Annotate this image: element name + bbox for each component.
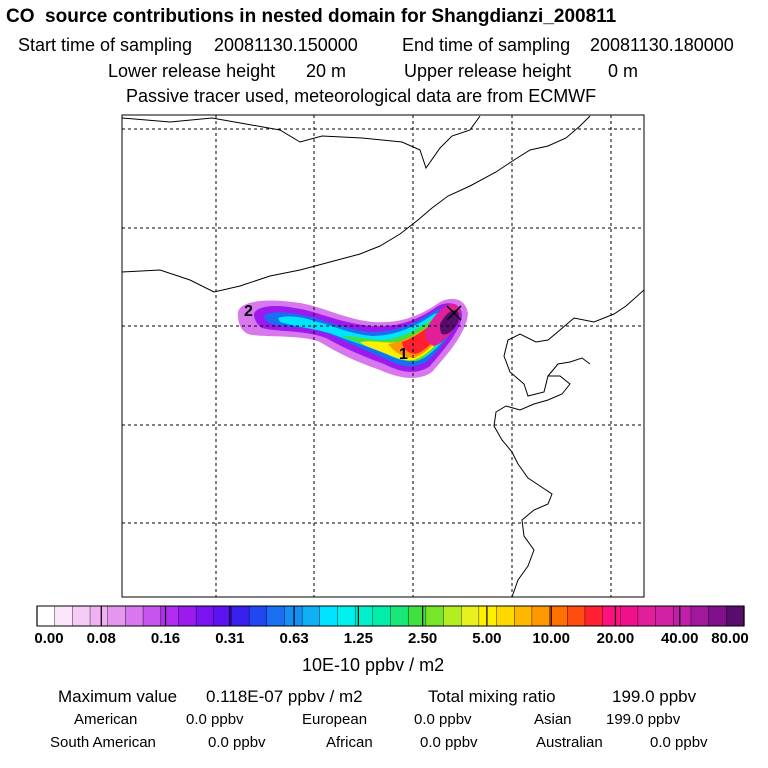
colorbar bbox=[36, 605, 745, 627]
colorbar-tick-label: 0.31 bbox=[215, 630, 245, 647]
colorbar-swatch bbox=[160, 605, 179, 627]
colorbar-swatch bbox=[372, 605, 392, 627]
max-value: 0.118E-07 ppbv / m2 bbox=[206, 687, 363, 706]
plume-core bbox=[440, 310, 459, 335]
map-boundaries bbox=[122, 115, 644, 597]
colorbar-tick-label: 10.00 bbox=[532, 630, 570, 647]
start-time-label: Start time of sampling bbox=[18, 35, 193, 55]
colorbar-swatch bbox=[72, 605, 91, 627]
colorbar-swatch bbox=[54, 605, 73, 627]
colorbar-tick-label: 0.63 bbox=[279, 630, 309, 647]
lower-height-value: 20 m bbox=[306, 61, 347, 81]
region-value-south-american: 0.0 ppbv bbox=[208, 734, 266, 751]
plume-field bbox=[237, 298, 468, 378]
colorbar-swatch bbox=[178, 605, 197, 627]
colorbar-swatch bbox=[284, 605, 303, 627]
colorbar-swatch bbox=[549, 605, 568, 627]
colorbar-swatch bbox=[478, 605, 498, 627]
colorbar-unit: 10E-10 ppbv / m2 bbox=[302, 655, 445, 675]
colorbar-swatch bbox=[407, 605, 427, 627]
colorbar-tick-label: 5.00 bbox=[472, 630, 502, 647]
colorbar-swatch bbox=[461, 605, 480, 627]
colorbar-swatch bbox=[584, 605, 604, 627]
border-mid bbox=[122, 115, 591, 293]
colorbar-swatch bbox=[125, 605, 144, 627]
receptor-site-marker bbox=[446, 305, 462, 321]
colorbar-swatch bbox=[213, 605, 233, 627]
coast-peninsula bbox=[547, 357, 591, 377]
colorbar-swatch bbox=[248, 605, 268, 627]
region-value-american: 0.0 ppbv bbox=[186, 711, 244, 728]
colorbar-swatch bbox=[390, 605, 409, 627]
colorbar-tick-label: 0.08 bbox=[86, 630, 116, 647]
colorbar-frame bbox=[36, 605, 745, 627]
chart-title: CO source contributions in nested domain… bbox=[6, 6, 617, 27]
colorbar-swatch bbox=[425, 605, 445, 627]
colorbar-swatch bbox=[602, 605, 621, 627]
colorbar-swatch bbox=[620, 605, 639, 627]
colorbar-swatch bbox=[567, 605, 586, 627]
colorbar-swatch bbox=[301, 605, 321, 627]
colorbar-tick-label: 1.25 bbox=[343, 630, 373, 647]
colorbar-swatch bbox=[107, 605, 126, 627]
region-value-asian: 199.0 ppbv bbox=[606, 711, 681, 728]
colorbar-swatch bbox=[142, 605, 162, 627]
colorbar-swatch bbox=[690, 605, 710, 627]
region-name-south-american: South American bbox=[50, 734, 156, 751]
colorbar-swatch bbox=[337, 605, 356, 627]
lower-height-label: Lower release height bbox=[108, 61, 276, 81]
colorbar-swatch bbox=[89, 605, 109, 627]
map-frame bbox=[121, 114, 645, 598]
max-value-label: Maximum value bbox=[58, 687, 178, 706]
end-time-label: End time of sampling bbox=[402, 35, 571, 55]
region-name-australian: Australian bbox=[536, 734, 603, 751]
map-grid bbox=[122, 115, 644, 597]
region-name-african: African bbox=[326, 734, 373, 751]
end-time-value: 20081130.180000 bbox=[590, 35, 734, 55]
colorbar-tick-label: 40.00 bbox=[660, 630, 699, 647]
region-value-australian: 0.0 ppbv bbox=[650, 734, 708, 751]
colorbar-swatch bbox=[496, 605, 515, 627]
region-value-african: 0.0 ppbv bbox=[420, 734, 478, 751]
colorbar-swatch bbox=[708, 605, 727, 627]
colorbar-tick-label: 20.00 bbox=[596, 630, 635, 647]
marker-label-1: 1 bbox=[399, 346, 408, 363]
colorbar-swatch bbox=[514, 605, 533, 627]
colorbar-swatch bbox=[531, 605, 551, 627]
upper-height-label: Upper release height bbox=[404, 61, 572, 81]
total-mixing-label: Total mixing ratio bbox=[428, 687, 556, 706]
colorbar-swatch bbox=[655, 605, 674, 627]
colorbar-swatch bbox=[726, 605, 745, 627]
colorbar-tick-label: 0.00 bbox=[34, 630, 64, 647]
start-time-value: 20081130.150000 bbox=[214, 35, 358, 55]
border-north bbox=[122, 115, 481, 170]
upper-height-value: 0 m bbox=[608, 61, 639, 81]
colorbar-swatch bbox=[231, 605, 250, 627]
colorbar-tick-label: 2.50 bbox=[408, 630, 438, 647]
colorbar-swatch bbox=[443, 605, 462, 627]
region-name-american: American bbox=[74, 711, 138, 728]
border-east bbox=[493, 289, 644, 597]
tracer-note: Passive tracer used, meteorological data… bbox=[126, 86, 597, 106]
region-value-european: 0.0 ppbv bbox=[414, 711, 472, 728]
colorbar-swatch bbox=[637, 605, 657, 627]
colorbar-swatch bbox=[673, 605, 692, 627]
colorbar-tick-label: 80.00 bbox=[711, 630, 749, 647]
marker-label-2: 2 bbox=[244, 303, 253, 320]
colorbar-swatch bbox=[266, 605, 286, 627]
colorbar-swatch bbox=[319, 605, 339, 627]
colorbar-swatch bbox=[36, 605, 56, 627]
total-mixing-value: 199.0 ppbv bbox=[612, 687, 697, 706]
colorbar-tick-label: 0.16 bbox=[150, 630, 181, 647]
region-name-european: European bbox=[302, 711, 368, 728]
colorbar-swatch bbox=[195, 605, 215, 627]
region-name-asian: Asian bbox=[534, 711, 572, 728]
